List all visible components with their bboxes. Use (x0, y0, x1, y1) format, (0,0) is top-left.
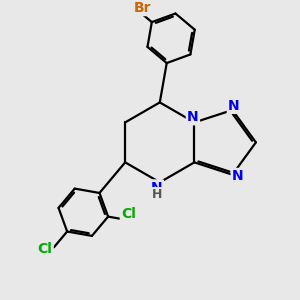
Text: N: N (228, 99, 240, 112)
Text: N: N (232, 169, 244, 183)
Text: Cl: Cl (38, 242, 52, 256)
Text: H: H (152, 188, 162, 201)
Text: N: N (187, 110, 199, 124)
Text: N: N (151, 181, 163, 195)
Text: Br: Br (134, 1, 151, 15)
Text: Cl: Cl (121, 207, 136, 221)
